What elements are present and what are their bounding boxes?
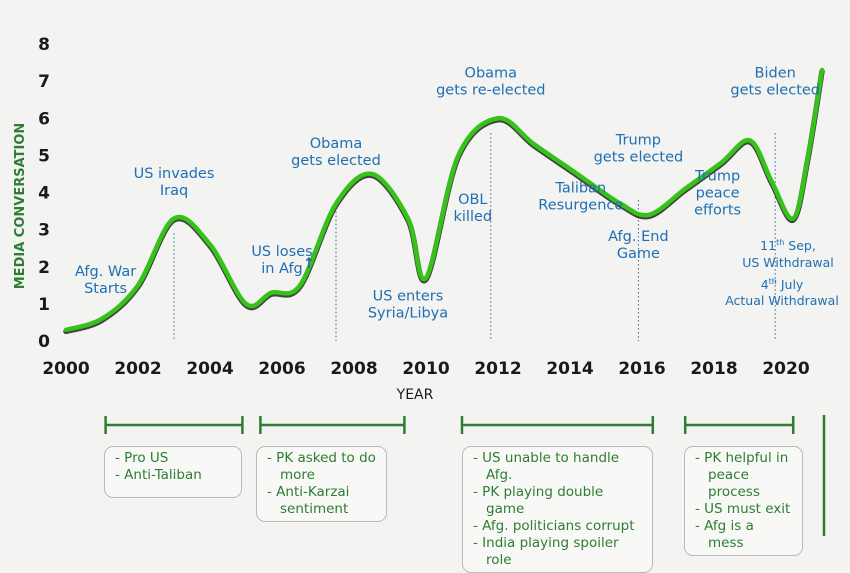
- event-annotation-line: Afg. War: [75, 264, 136, 280]
- period-note-item: Pro US: [115, 450, 231, 467]
- y-tick-label: 0: [38, 332, 50, 352]
- event-annotation-line: gets elected: [594, 149, 684, 165]
- y-tick-label: 4: [38, 184, 50, 204]
- event-annotation-line: US enters: [373, 288, 444, 304]
- series-line: [63, 67, 825, 333]
- event-annotation: OBL killed: [453, 192, 492, 225]
- x-tick-label: 2016: [618, 359, 665, 379]
- event-annotation-line: Starts: [84, 281, 127, 297]
- y-axis-title: MEDIA CONVERSATION: [13, 123, 28, 290]
- period-note-item: Afg is a mess: [695, 518, 792, 552]
- event-annotation-line: Resurgence: [538, 198, 623, 214]
- event-annotation-line: gets elected: [730, 83, 820, 99]
- y-tick-label: 2: [38, 258, 50, 278]
- y-tick-label: 8: [38, 35, 50, 55]
- event-annotation-line: Game: [617, 246, 660, 262]
- period-bracket: [683, 416, 795, 434]
- withdrawal-note-line1: 11th Sep,: [760, 238, 816, 253]
- event-annotation: Afg. End Game: [608, 229, 669, 262]
- arrow-up-icon: ↑: [303, 256, 315, 272]
- event-annotation: Obama gets elected: [291, 136, 381, 169]
- period-note-item: India playing spoiler role: [473, 535, 642, 569]
- y-tick-label: 3: [38, 221, 50, 241]
- series-lines: [63, 67, 825, 335]
- note-sup-1: th: [776, 238, 784, 247]
- event-annotation-line: US loses: [251, 244, 312, 260]
- note-sup-3: th: [769, 277, 777, 286]
- event-annotation: Trump gets elected: [594, 132, 684, 165]
- period-note-box: PK asked to do moreAnti-Karzai sentiment: [256, 446, 387, 522]
- event-annotation-line: killed: [453, 209, 492, 225]
- withdrawal-note: 11th Sep, US Withdrawal 4th July Actual …: [725, 238, 839, 308]
- x-axis-title: YEAR: [396, 387, 434, 403]
- event-annotations: Afg. War Starts US invades Iraq US loses in A…: [75, 66, 820, 322]
- x-tick-label: 2020: [762, 359, 809, 379]
- x-tick-label: 2002: [114, 359, 161, 379]
- event-annotation: Afg. War Starts: [75, 264, 136, 297]
- x-tick-label: 2000: [42, 359, 89, 379]
- event-annotation: Taliban Resurgence: [538, 181, 623, 214]
- note-rest-1: Sep,: [784, 238, 816, 253]
- event-annotation: Obama gets re-elected: [436, 66, 545, 99]
- event-annotation-line: US invades: [134, 166, 215, 182]
- period-note-item: US must exit: [695, 501, 792, 518]
- y-tick-label: 7: [38, 72, 50, 92]
- x-tick-label: 2014: [546, 359, 593, 379]
- y-tick-label: 6: [38, 109, 50, 129]
- event-annotation-line: gets elected: [291, 153, 381, 169]
- period-brackets: [104, 416, 795, 434]
- period-note-item: Anti-Karzai sentiment: [267, 484, 376, 518]
- event-annotation-line: OBL: [458, 192, 487, 208]
- event-annotation-line: efforts: [694, 203, 741, 219]
- x-tick-label: 2012: [474, 359, 521, 379]
- event-annotation: US invades Iraq: [134, 166, 215, 199]
- event-annotation-line: Syria/Libya: [368, 305, 448, 321]
- event-annotation-line: Obama: [465, 66, 518, 82]
- event-annotation-line: peace: [696, 186, 740, 202]
- period-note-item: PK playing double game: [473, 484, 642, 518]
- y-tick-label: 1: [38, 295, 50, 315]
- x-tick-label: 2008: [330, 359, 377, 379]
- period-bracket: [460, 416, 655, 434]
- event-annotation-line: in Afg: [261, 261, 303, 277]
- period-bracket: [104, 416, 244, 434]
- period-note-box: Pro USAnti-Taliban: [104, 446, 242, 498]
- event-annotation: Trump peace efforts: [694, 169, 741, 219]
- event-annotation-line: Biden: [755, 66, 796, 82]
- event-annotation: US enters Syria/Libya: [368, 288, 448, 321]
- x-tick-label: 2004: [186, 359, 233, 379]
- event-annotation-line: Taliban: [554, 181, 606, 197]
- note-day-3: 4: [761, 277, 769, 292]
- event-annotation-line: Trump: [615, 132, 661, 148]
- event-annotation: US loses in Afg: [251, 244, 312, 277]
- event-annotation-line: gets re-elected: [436, 83, 545, 99]
- period-note-item: Anti-Taliban: [115, 467, 231, 484]
- withdrawal-note-line2: US Withdrawal: [742, 255, 834, 270]
- y-tick-labels: 0 1 2 3 4 5 6 7 8: [38, 35, 50, 352]
- period-note-item: Afg. politicians corrupt: [473, 518, 642, 535]
- x-tick-label: 2006: [258, 359, 305, 379]
- x-tick-label: 2018: [690, 359, 737, 379]
- event-annotation-line: Obama: [310, 136, 363, 152]
- event-annotation-line: Afg. End: [608, 229, 669, 245]
- period-note-item: US unable to handle Afg.: [473, 450, 642, 484]
- event-annotation-line: Trump: [694, 169, 740, 185]
- note-rest-3: July: [777, 277, 804, 292]
- note-day-1: 11: [760, 238, 776, 253]
- period-note-item: PK helpful in peace process: [695, 450, 792, 501]
- withdrawal-note-line4: Actual Withdrawal: [725, 293, 839, 308]
- period-bracket: [259, 416, 406, 434]
- period-note-box: US unable to handle Afg.PK playing doubl…: [462, 446, 653, 573]
- event-annotation-line: Iraq: [160, 183, 188, 199]
- period-note-box: PK helpful in peace processUS must exitA…: [684, 446, 803, 556]
- y-tick-label: 5: [38, 146, 50, 166]
- x-tick-labels: 2000 2002 2004 2006 2008 2010 2012 2014 2016 2018…: [42, 359, 809, 379]
- event-marker-lines: [173, 133, 776, 341]
- x-tick-label: 2010: [402, 359, 449, 379]
- withdrawal-note-line3: 4th July: [761, 277, 804, 292]
- event-annotation: Biden gets elected: [730, 66, 820, 99]
- period-note-item: PK asked to do more: [267, 450, 376, 484]
